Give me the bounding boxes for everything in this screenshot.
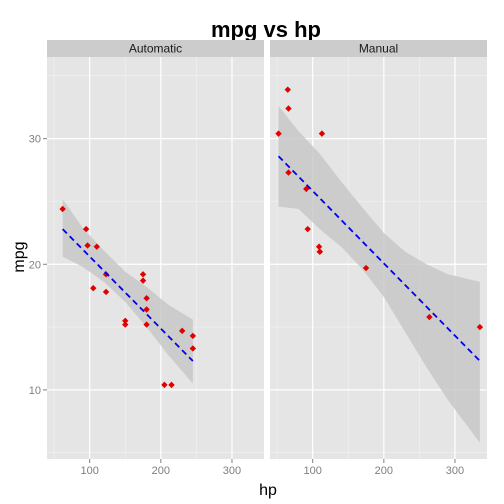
- fit-line: [62, 228, 194, 362]
- x-tick-label: 300: [223, 465, 241, 477]
- data-point: [284, 86, 291, 93]
- y-tick-label: 20: [29, 259, 41, 271]
- x-axis-title: hp: [259, 482, 277, 499]
- facet-panel-manual: Manual 100 200 300: [270, 40, 487, 477]
- y-tick-label: 10: [29, 385, 41, 397]
- data-point: [189, 345, 197, 352]
- data-point: [143, 306, 150, 313]
- data-point: [122, 321, 129, 328]
- data-point: [161, 381, 168, 389]
- data-point: [122, 317, 129, 325]
- data-point: [303, 185, 310, 193]
- data-point: [143, 295, 150, 302]
- data-point: [426, 313, 433, 321]
- data-point: [275, 130, 282, 137]
- facet-panels: Automatic 100 200 300 10 20 30 Manual 100 200 300: [29, 40, 487, 477]
- data-point: [82, 225, 90, 233]
- facet-strip-label: Automatic: [129, 42, 182, 56]
- confidence-ribbon: [278, 106, 480, 443]
- fit-line: [277, 155, 481, 362]
- x-tick-label: 100: [304, 465, 322, 477]
- x-tick-label: 200: [152, 465, 170, 477]
- x-tick-label: 200: [375, 465, 393, 477]
- data-point: [318, 130, 326, 137]
- data-point: [59, 205, 66, 213]
- data-point: [102, 288, 110, 296]
- data-point: [285, 105, 292, 112]
- data-point: [139, 271, 147, 278]
- facet-panel-automatic: Automatic 100 200 300 10 20 30: [29, 40, 264, 477]
- data-point: [143, 321, 150, 328]
- data-point: [285, 169, 292, 176]
- data-point: [316, 248, 324, 255]
- data-point: [178, 327, 186, 335]
- data-point: [93, 243, 101, 250]
- data-point: [476, 323, 484, 331]
- x-tick-label: 100: [81, 465, 99, 477]
- y-axis-title: mpg: [11, 241, 28, 272]
- data-point: [304, 225, 311, 233]
- data-point: [362, 264, 370, 272]
- data-point: [315, 243, 323, 250]
- facet-strip: [270, 40, 487, 57]
- data-point: [139, 277, 147, 284]
- chart-title: mpg vs hp: [211, 17, 321, 42]
- data-point: [168, 381, 175, 389]
- y-tick-label: 30: [29, 134, 41, 146]
- data-point: [90, 284, 97, 292]
- data-point: [189, 332, 197, 340]
- x-tick-label: 300: [446, 465, 464, 477]
- facet-strip-label: Manual: [359, 42, 398, 56]
- data-point: [84, 242, 91, 249]
- facet-strip: [47, 40, 264, 57]
